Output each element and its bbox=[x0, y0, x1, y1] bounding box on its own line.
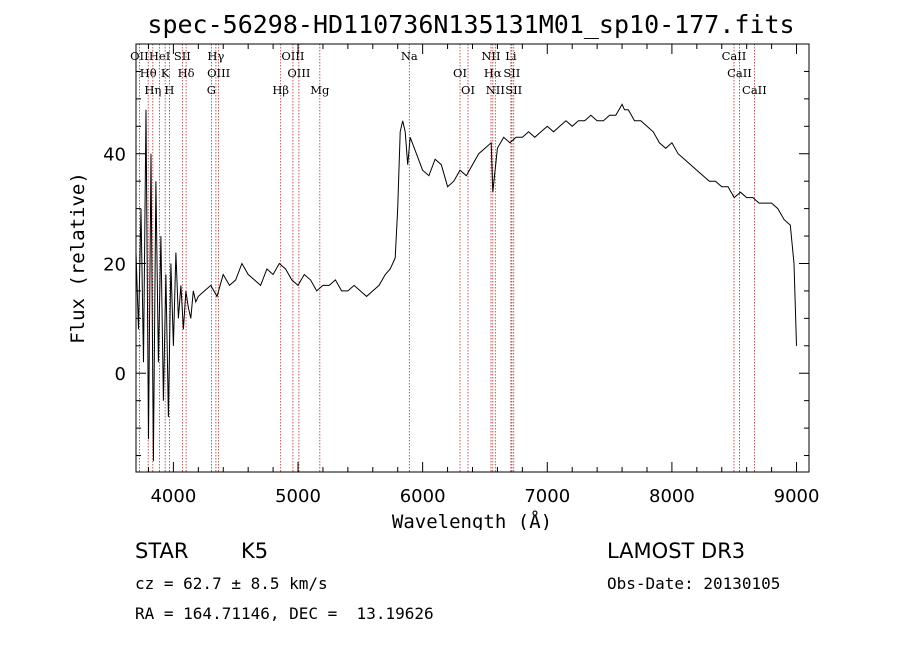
spectrum-line bbox=[135, 103, 797, 462]
line-marker-label: OI bbox=[453, 66, 467, 80]
line-marker-label: OII bbox=[130, 49, 149, 63]
line-marker-label: OI bbox=[461, 83, 475, 97]
x-tick-label: 7000 bbox=[524, 486, 570, 507]
line-marker-label: SII bbox=[174, 49, 191, 63]
line-marker-label: OIII bbox=[287, 66, 310, 80]
line-marker-label: NII bbox=[486, 83, 505, 97]
line-marker-label: OIII bbox=[281, 49, 304, 63]
x-tick-label: 9000 bbox=[774, 486, 820, 507]
line-marker-label: K bbox=[161, 66, 170, 80]
line-marker-label: Hθ bbox=[140, 66, 157, 80]
line-marker-label: CaII bbox=[742, 83, 767, 97]
line-marker-label: HeI bbox=[149, 49, 170, 63]
chart-title: spec-56298-HD110736N135131M01_sp10-177.f… bbox=[147, 10, 794, 39]
spectrum-chart: spec-56298-HD110736N135131M01_sp10-177.f… bbox=[67, 10, 820, 530]
x-tick-label: 4000 bbox=[150, 486, 196, 507]
survey-name: LAMOST DR3 bbox=[607, 539, 746, 563]
line-marker-label: Hβ bbox=[272, 83, 289, 97]
line-marker-label: H bbox=[164, 83, 174, 97]
line-marker-label: CaII bbox=[722, 49, 747, 63]
y-tick-label: 20 bbox=[103, 254, 126, 275]
line-marker-label: G bbox=[207, 83, 216, 97]
line-marker-labels: OIIHθHηHeIKHSIIHδGHγOIIIHβOIIIOIIIMgNaOI… bbox=[130, 49, 767, 97]
line-marker-label: NII bbox=[481, 49, 500, 63]
line-marker-label: CaII bbox=[727, 66, 752, 80]
y-tick-label: 40 bbox=[103, 145, 126, 166]
redshift-cz: cz = 62.7 ± 8.5 km/s bbox=[135, 574, 328, 593]
y-axis-ticks: 0 20 40 bbox=[103, 70, 809, 457]
object-class: STAR bbox=[135, 539, 189, 563]
x-tick-label: 6000 bbox=[400, 486, 446, 507]
y-tick-label: 0 bbox=[115, 364, 126, 385]
line-markers bbox=[138, 44, 755, 472]
plot-frame bbox=[135, 43, 810, 473]
line-marker-label: Na bbox=[401, 49, 418, 63]
line-marker-label: SII bbox=[505, 83, 522, 97]
x-axis-label: Wavelength (Å) bbox=[392, 510, 552, 530]
line-marker-label: Hδ bbox=[178, 66, 195, 80]
line-marker-label: Hα bbox=[484, 66, 502, 80]
line-marker-label: Li bbox=[505, 49, 517, 63]
observation-date: Obs-Date: 20130105 bbox=[607, 574, 781, 593]
line-marker-label: OIII bbox=[207, 66, 230, 80]
line-marker-label: Hη bbox=[144, 83, 161, 97]
x-axis-ticks: 4000 5000 6000 7000 8000 9000 bbox=[147, 44, 820, 507]
x-tick-label: 5000 bbox=[275, 486, 321, 507]
line-marker-label: Mg bbox=[310, 83, 330, 97]
x-tick-label: 8000 bbox=[649, 486, 695, 507]
line-marker-label: SII bbox=[503, 66, 520, 80]
line-marker-label: Hγ bbox=[207, 49, 224, 63]
object-subclass: K5 bbox=[241, 539, 269, 563]
coordinates: RA = 164.71146, DEC = 13.19626 bbox=[135, 604, 434, 623]
y-axis-label: Flux (relative) bbox=[67, 172, 89, 344]
